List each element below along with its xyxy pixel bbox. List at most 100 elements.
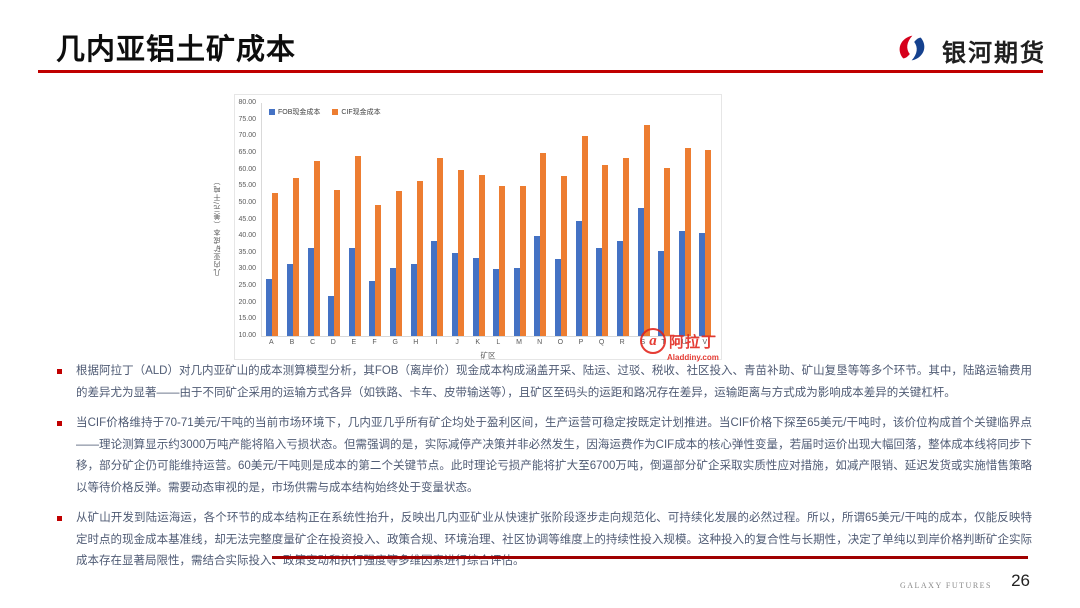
bar-cif <box>540 152 547 336</box>
x-tick-label: O <box>557 339 564 346</box>
bar-cif <box>622 157 629 336</box>
galaxy-futures-logo: 银河期货 <box>891 30 1046 71</box>
bar-group <box>472 103 485 336</box>
x-tick-label: D <box>330 339 336 346</box>
y-tick-label: 70.00 <box>238 132 256 140</box>
chart-plot <box>261 103 716 337</box>
x-tick-label: A <box>268 339 274 346</box>
bar-fob <box>369 281 376 336</box>
bar-group <box>658 103 671 336</box>
bar-fob <box>472 257 479 336</box>
bar-group <box>266 103 279 336</box>
bar-cif <box>519 186 526 336</box>
bar-group <box>328 103 341 336</box>
bar-group <box>431 103 444 336</box>
bar-group <box>534 103 547 336</box>
y-tick-label: 40.00 <box>238 232 256 240</box>
bar-fob <box>493 269 500 336</box>
bar-fob <box>616 241 623 336</box>
bullet-text-1: 根据阿拉丁（ALD）对几内亚矿山的成本测算模型分析，其FOB（离岸价）现金成本构… <box>76 365 1032 399</box>
bar-fob <box>596 247 603 336</box>
bar-fob <box>431 241 438 336</box>
y-tick-label: 20.00 <box>238 298 256 306</box>
bar-fob <box>307 247 314 336</box>
watermark-url: Aladdiny.com <box>667 353 719 362</box>
bar-fob <box>699 232 706 336</box>
y-tick-label: 45.00 <box>238 215 256 223</box>
legend-swatch-cif <box>332 109 339 115</box>
bar-fob <box>575 221 582 336</box>
bar-cif <box>664 167 671 336</box>
x-tick-label: R <box>619 339 625 346</box>
bar-fob <box>390 267 397 336</box>
y-tick-label: 25.00 <box>238 282 256 290</box>
legend-swatch-fob <box>269 109 275 115</box>
bar-fob <box>348 247 355 336</box>
chart-y-axis: 80.00 75.00 70.00 65.00 60.00 55.00 50.00 45.00… <box>235 95 259 359</box>
x-tick-label: B <box>289 339 295 346</box>
bar-cif <box>375 204 382 336</box>
x-tick-label: V <box>702 339 708 346</box>
bar-group <box>307 103 320 336</box>
bullet-item-3: 从矿山开发到陆运海运，各个环节的成本结构正在系统性抬升，反映出几内亚矿业从快速扩… <box>56 508 1032 573</box>
x-tick-label: E <box>351 339 357 346</box>
bar-fob <box>451 252 458 336</box>
x-tick-label: I <box>435 339 438 346</box>
bar-group <box>451 103 464 336</box>
bar-group <box>390 103 403 336</box>
bar-group <box>513 103 526 336</box>
bar-group <box>678 103 691 336</box>
bar-cif <box>292 177 299 336</box>
y-tick-label: 80.00 <box>238 99 256 106</box>
bar-cif <box>313 161 320 336</box>
bar-fob <box>410 264 417 336</box>
bullet-square-icon <box>57 369 62 374</box>
y-tick-label: 65.00 <box>238 148 256 156</box>
bar-cif <box>354 156 361 336</box>
bar-cif <box>499 186 506 336</box>
bar-fob <box>266 279 273 336</box>
y-tick-label: 30.00 <box>238 265 256 273</box>
bar-fob <box>286 264 293 336</box>
bar-fob <box>513 267 520 336</box>
bar-group <box>596 103 609 336</box>
bar-cif <box>684 147 691 336</box>
bar-group <box>348 103 361 336</box>
bar-fob <box>658 251 665 336</box>
y-tick-label: 55.00 <box>238 182 256 190</box>
x-tick-label: N <box>537 339 543 346</box>
bar-group <box>410 103 423 336</box>
y-tick-label: 10.00 <box>238 332 256 339</box>
y-tick-label: 15.00 <box>238 315 256 323</box>
bullet-square-icon <box>57 421 62 426</box>
bar-cif <box>272 192 279 336</box>
bar-fob <box>534 236 541 336</box>
bar-group <box>637 103 650 336</box>
x-tick-label: Q <box>598 339 605 346</box>
x-tick-label: M <box>516 339 522 346</box>
bar-group <box>575 103 588 336</box>
bullet-list: 根据阿拉丁（ALD）对几内亚矿山的成本测算模型分析，其FOB（离岸价）现金成本构… <box>56 361 1032 582</box>
x-tick-label: P <box>578 339 584 346</box>
galaxy-swirl-icon <box>891 30 933 71</box>
footer-brand: GALAXY FUTURES <box>899 581 992 590</box>
chart-legend: FOB现金成本 CIF现金成本 <box>269 107 381 117</box>
bar-cif <box>478 174 485 336</box>
aladdiny-a-icon: a <box>640 328 666 354</box>
bullet-item-1: 根据阿拉丁（ALD）对几内亚矿山的成本测算模型分析，其FOB（离岸价）现金成本构… <box>56 361 1032 404</box>
x-tick-label: C <box>310 339 316 346</box>
y-tick-label: 50.00 <box>238 198 256 206</box>
bar-cif <box>581 136 588 336</box>
bar-fob <box>637 207 644 336</box>
aladdiny-watermark: a 阿拉丁 Aladdiny.com <box>640 328 719 362</box>
bar-chart: 几内亚矿成本（美元/干吨） 80.00 75.00 70.00 65.00 60.00 5… <box>210 92 724 364</box>
chart-frame: 80.00 75.00 70.00 65.00 60.00 55.00 50.00 45.00… <box>234 94 722 360</box>
bullet-square-icon <box>57 516 62 521</box>
bar-cif <box>437 157 444 336</box>
chart-x-axis-title: 矿区 <box>480 351 496 360</box>
bar-group <box>555 103 568 336</box>
bar-group <box>286 103 299 336</box>
bar-group <box>699 103 712 336</box>
bar-cif <box>561 176 568 336</box>
